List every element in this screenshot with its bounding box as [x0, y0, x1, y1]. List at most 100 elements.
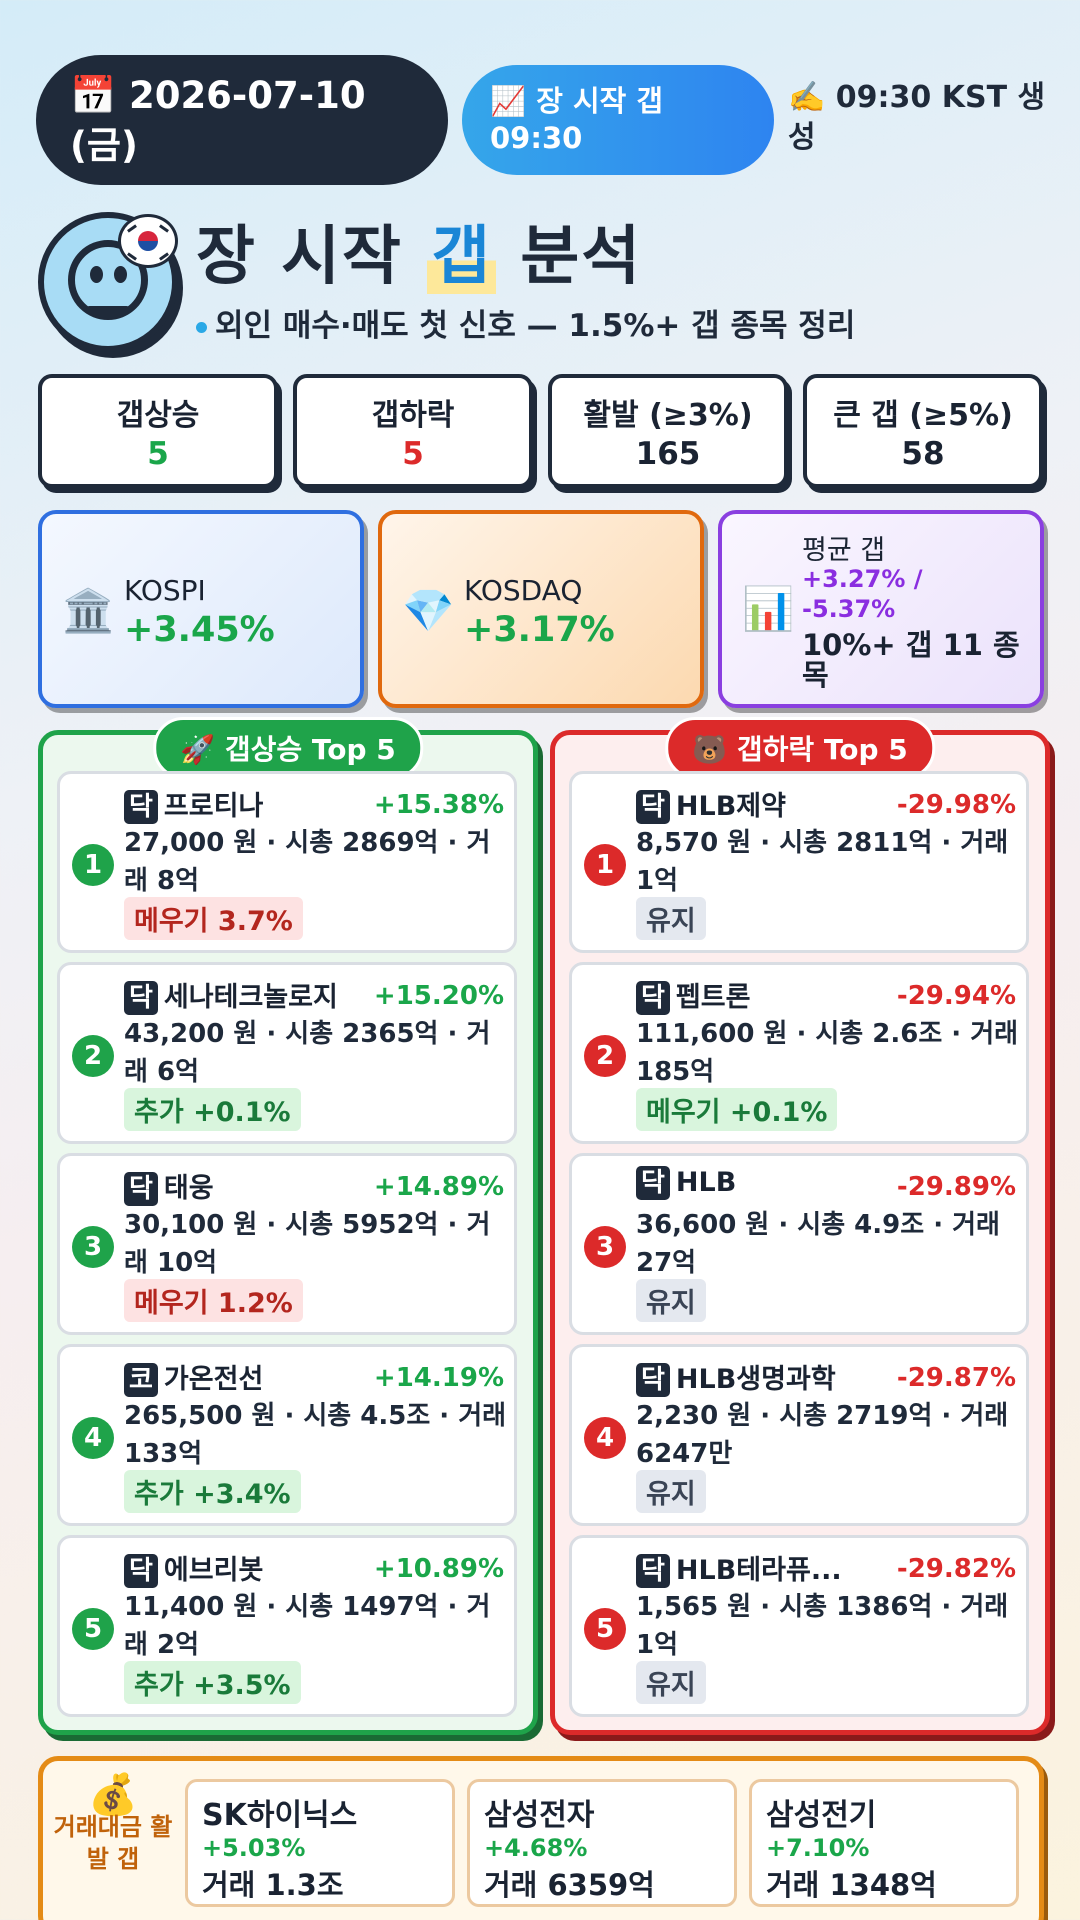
gap-percent: +14.19% [373, 1363, 504, 1393]
stock-name: 에브리봇 [163, 1555, 264, 1586]
stat-label: 갭상승 [116, 398, 200, 433]
stock-card[interactable]: 5 닥 HLB테라퓨... -29.82% 1,565 원 · 시총 1386억 · 거… [569, 1535, 1029, 1717]
bar-chart-icon: 📊 [742, 584, 795, 633]
stat-label: 갭하락 [371, 398, 455, 433]
stat-label: 활발 (≥3%) [583, 398, 753, 433]
face-eye-right [114, 266, 127, 283]
stock-card[interactable]: 1 닥 HLB제약 -29.98% 8,570 원 · 시총 2811억 · 거래 1억… [569, 771, 1029, 953]
gap-percent: +15.38% [373, 790, 504, 820]
rank-badge: 2 [584, 1035, 626, 1077]
stock-name: HLB제약 [675, 791, 786, 822]
index-name: KOSPI [124, 574, 206, 607]
stock-name: HLB테라퓨... [675, 1555, 842, 1586]
stock-name: 삼성전자 [484, 1798, 595, 1833]
stock-change: +5.03% [202, 1834, 306, 1862]
gap-percent: +15.20% [373, 981, 504, 1011]
stock-details: 1,565 원 · 시총 1386억 · 거래 1억 [636, 1592, 1009, 1660]
stat-card-gap-up: 갭상승 5 [38, 374, 278, 488]
page-subtitle: 외인 매수·매도 첫 신호 — 1.5%+ 갭 종목 정리 [196, 300, 855, 345]
stock-card[interactable]: 2 닥 세나테크놀로지 +15.20% 43,200 원 · 시총 2365억 · 거래… [57, 962, 517, 1144]
index-change: +3.45% [124, 610, 275, 650]
stat-value: 165 [635, 436, 701, 472]
volume-card: SK하이닉스 +5.03% 거래 1.3조 [185, 1779, 455, 1907]
stock-details: 36,600 원 · 시총 4.9조 · 거래 27억 [636, 1210, 1000, 1278]
stock-card[interactable]: 4 닥 HLB생명과학 -29.87% 2,230 원 · 시총 2719억 · 거래 … [569, 1344, 1029, 1526]
stock-card[interactable]: 4 코 가온전선 +14.19% 265,500 원 · 시총 4.5조 · 거래 13… [57, 1344, 517, 1526]
stock-card[interactable]: 3 닥 HLB -29.89% 36,600 원 · 시총 4.9조 · 거래 27억 유… [569, 1153, 1029, 1335]
stock-details: 27,000 원 · 시총 2869억 · 거래 8억 [124, 828, 491, 896]
stock-name: 태웅 [163, 1173, 214, 1204]
stat-label: 큰 갭 (≥5%) [833, 398, 1013, 433]
market-badge: 닥 [636, 1166, 670, 1200]
avg-gap-values: +3.27% / -5.37% [802, 565, 923, 623]
market-badge: 닥 [636, 1363, 670, 1397]
stock-title: 닥 HLB생명과학 [636, 1357, 836, 1397]
stat-value: 58 [901, 436, 945, 472]
stock-name: SK하이닉스 [202, 1798, 358, 1833]
market-badge: 코 [124, 1363, 158, 1397]
gap-up-title: 🚀 갭상승 Top 5 [153, 717, 423, 779]
stock-title: 닥 펩트론 [636, 975, 750, 1015]
big-gap-count: 10%+ 갭 11 종목 [802, 628, 1020, 692]
stock-volume: 거래 1.3조 [202, 1868, 344, 1902]
market-badge: 닥 [124, 981, 158, 1015]
stock-card[interactable]: 3 닥 태웅 +14.89% 30,100 원 · 시총 5952억 · 거래 10억 메… [57, 1153, 517, 1335]
gap-status-tag: 유지 [636, 1279, 706, 1322]
gap-percent: -29.87% [896, 1363, 1016, 1393]
rank-badge: 3 [72, 1226, 114, 1268]
stock-card[interactable]: 1 닥 프로티나 +15.38% 27,000 원 · 시총 2869억 · 거래 8억… [57, 771, 517, 953]
stock-details: 2,230 원 · 시총 2719억 · 거래 6247만 [636, 1401, 1009, 1469]
stock-name: 삼성전기 [766, 1798, 877, 1833]
money-bag-icon: 💰 [88, 1772, 138, 1818]
gap-percent: +14.89% [373, 1172, 504, 1202]
gap-status-tag: 유지 [636, 897, 706, 940]
market-badge: 닥 [636, 1554, 670, 1588]
stock-details: 30,100 원 · 시총 5952억 · 거래 10억 [124, 1210, 491, 1278]
stock-volume: 거래 6359억 [484, 1868, 655, 1902]
stock-title: 코 가온전선 [124, 1357, 263, 1397]
stock-title: 닥 HLB테라퓨... [636, 1548, 842, 1588]
rank-badge: 4 [584, 1417, 626, 1459]
stock-title: 닥 세나테크놀로지 [124, 975, 338, 1015]
gap-down-title: 🐻 갭하락 Top 5 [665, 717, 935, 779]
bank-icon: 🏛️ [62, 586, 115, 635]
stock-details: 265,500 원 · 시총 4.5조 · 거래 133억 [124, 1401, 507, 1469]
korea-flag-icon [118, 214, 178, 268]
stat-card-gap-down: 갭하락 5 [293, 374, 533, 488]
average-gap-card: 📊 평균 갭 +3.27% / -5.37% 10%+ 갭 11 종목 [718, 510, 1044, 708]
kosdaq-card: 💎 KOSDAQ +3.17% [378, 510, 704, 708]
market-badge: 닥 [124, 1554, 158, 1588]
stock-card[interactable]: 2 닥 펩트론 -29.94% 111,600 원 · 시총 2.6조 · 거래 185… [569, 962, 1029, 1144]
index-name: KOSDAQ [464, 574, 583, 607]
stock-change: +4.68% [484, 1834, 588, 1862]
volume-gap-panel: 💰 거래대금 활발 갭 SK하이닉스 +5.03% 거래 1.3조 삼성전자 +… [38, 1756, 1044, 1920]
gap-status-tag: 추가 +3.4% [124, 1470, 301, 1513]
stat-value: 5 [402, 436, 424, 472]
volume-card: 삼성전자 +4.68% 거래 6359억 [467, 1779, 737, 1907]
stock-card[interactable]: 5 닥 에브리봇 +10.89% 11,400 원 · 시총 1497억 · 거래 2억… [57, 1535, 517, 1717]
face-eye-left [90, 266, 103, 283]
volume-gap-title: 💰 거래대금 활발 갭 [53, 1772, 173, 1873]
stock-title: 닥 HLB [636, 1166, 736, 1200]
stock-name: 펩트론 [675, 982, 751, 1013]
stock-details: 43,200 원 · 시총 2365억 · 거래 6억 [124, 1019, 491, 1087]
gap-status-tag: 추가 +3.5% [124, 1661, 301, 1704]
rank-badge: 5 [584, 1608, 626, 1650]
index-change: +3.17% [464, 610, 615, 650]
date-badge: 📅 2026-07-10 (금) [36, 55, 448, 185]
gap-status-tag: 메우기 +0.1% [636, 1088, 838, 1131]
rank-badge: 5 [72, 1608, 114, 1650]
stock-details: 111,600 원 · 시총 2.6조 · 거래 185억 [636, 1019, 1019, 1087]
stock-change: +7.10% [766, 1834, 870, 1862]
market-badge: 닥 [636, 790, 670, 824]
generated-time: ✍️ 09:30 KST 생성 [788, 80, 1046, 155]
rank-badge: 1 [72, 844, 114, 886]
rank-badge: 4 [72, 1417, 114, 1459]
stock-name: HLB생명과학 [675, 1364, 836, 1395]
gem-icon: 💎 [402, 586, 455, 635]
gap-status-tag: 메우기 3.7% [124, 897, 303, 940]
gap-percent: +10.89% [373, 1554, 504, 1584]
stock-title: 닥 에브리봇 [124, 1548, 263, 1588]
face-mouth [86, 306, 130, 313]
stat-card-active: 활발 (≥3%) 165 [548, 374, 788, 488]
